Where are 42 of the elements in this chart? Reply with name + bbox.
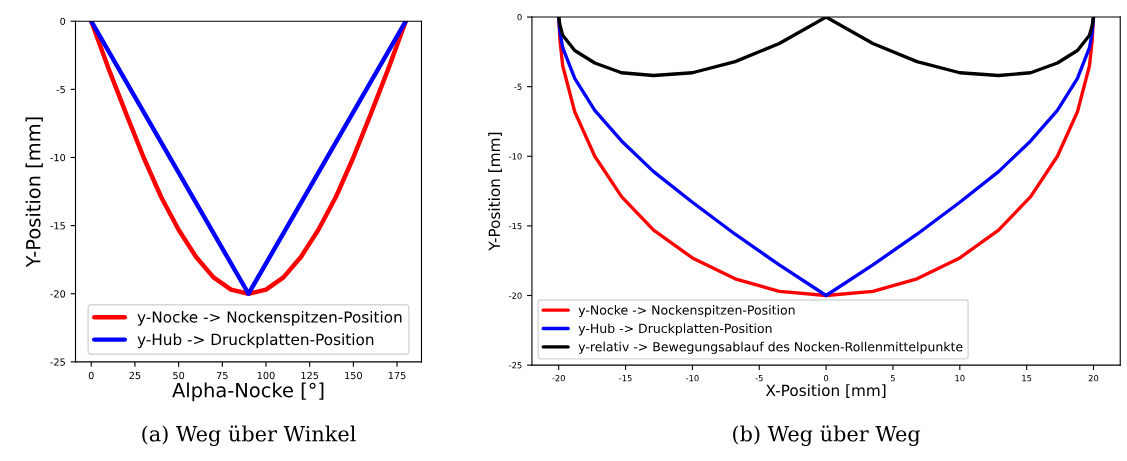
text: (a) Weg über Winkel [142,425,356,446]
y-tick-label: 0 [517,14,522,21]
y-tick-label: -10 [509,153,522,160]
legend-label: y-Nocke -> Nockenspitzen-Position [137,310,402,326]
x-tick-label: 175 [388,371,406,380]
x-tick-label: -15 [619,375,632,382]
x-tick-label: 150 [345,371,362,380]
y-tick-label: -15 [50,222,65,230]
legend-label: y-Hub -> Druckplatten-Position [578,323,772,336]
x-tick-label: 20 [1088,374,1099,382]
x-tick-label: 5 [890,375,895,382]
x-tick-label: 50 [173,371,185,380]
x-tick-label: 15 [1022,375,1032,382]
x-axis-title: X-Position [mm] [765,384,886,398]
y-tick-label: -5 [56,85,65,94]
text: (b) Weg über Weg [733,425,921,446]
y-tick-label: -10 [50,153,66,162]
legend-label: y-Hub -> Druckplatten-Position [137,333,374,349]
x-tick-label: 0 [88,371,94,380]
legend-label: y-Nocke -> Nockenspitzen-Position [578,305,795,318]
x-tick-label: 100 [257,371,275,380]
y-tick-label: -25 [509,362,522,369]
x-axis-title: Alpha-Nocke [°] [172,382,324,402]
y-tick-label: 0 [60,17,66,26]
x-tick-label: 75 [216,371,228,380]
y-axis-title: Y-Position [mm] [488,132,502,251]
y-tick-label: -20 [50,290,66,298]
legend-label: y-relativ -> Bewegungsablauf des Nocken-Rollenmittelpunkte [578,341,963,354]
x-tick-label: 25 [129,371,141,380]
y-tick-label: -15 [509,222,522,230]
x-tick-label: -10 [685,374,699,382]
line-series [557,17,1096,298]
y-tick-label: -20 [509,292,522,299]
x-tick-label: -5 [755,375,763,382]
y-tick-label: -5 [514,83,522,90]
x-tick-label: 125 [301,371,319,380]
x-tick-label: -20 [552,374,565,382]
x-tick-label: 10 [955,374,965,382]
y-tick-label: -25 [50,358,65,366]
y-axis-title: Y-Position [mm] [25,117,43,268]
x-tick-label: 0 [823,374,829,382]
line-series [89,21,408,296]
